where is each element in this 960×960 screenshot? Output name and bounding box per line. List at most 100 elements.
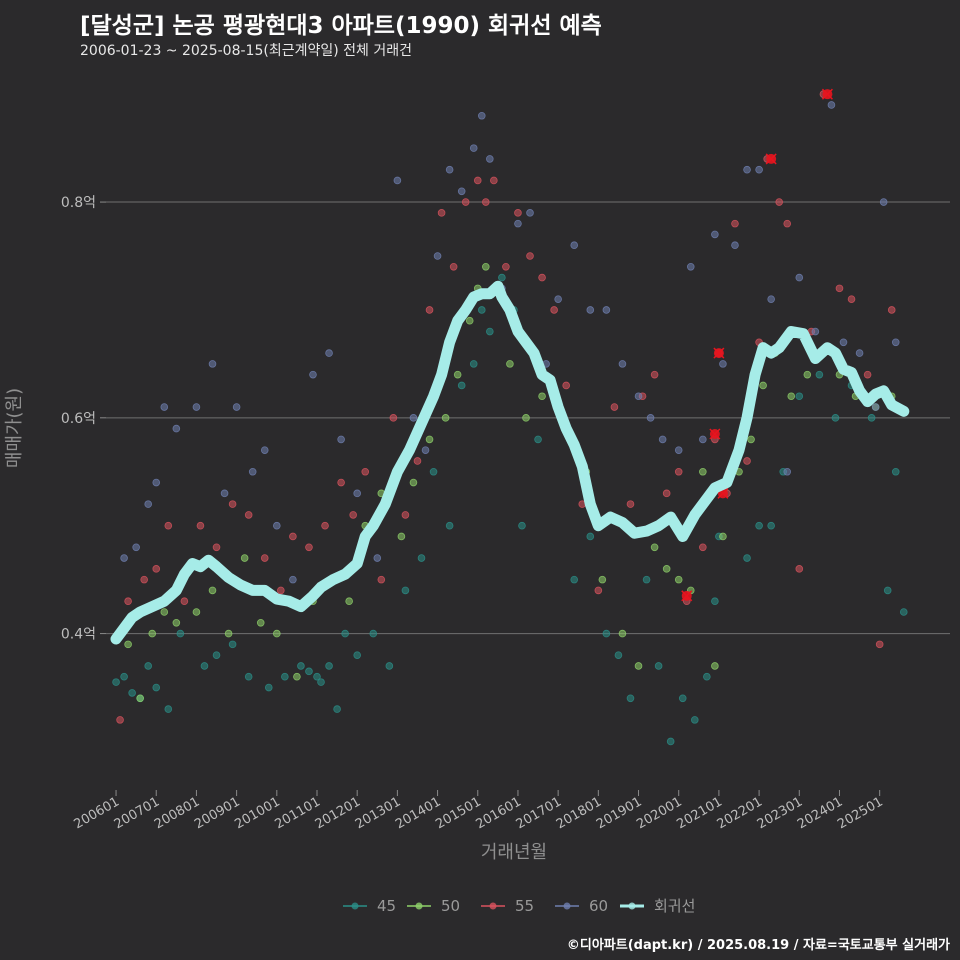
data-point-60 bbox=[172, 424, 181, 433]
data-point-60 bbox=[120, 554, 128, 562]
data-point-55 bbox=[538, 273, 546, 282]
highlight-cross-icon bbox=[765, 153, 777, 165]
x-tick-label: 201401 bbox=[393, 794, 443, 832]
data-point-45 bbox=[642, 575, 651, 584]
legend-item-45: 45 bbox=[343, 897, 396, 915]
data-point-45 bbox=[281, 672, 289, 681]
data-point-60 bbox=[711, 230, 719, 239]
data-point-60 bbox=[871, 403, 880, 411]
data-point-60 bbox=[132, 543, 140, 552]
data-point-60 bbox=[220, 489, 229, 498]
data-point-50 bbox=[522, 414, 530, 422]
data-point-50 bbox=[618, 629, 627, 638]
x-tick-label: 201201 bbox=[313, 794, 363, 832]
data-point-60 bbox=[433, 252, 442, 260]
data-point-60 bbox=[891, 338, 900, 347]
data-point-45 bbox=[305, 667, 313, 676]
data-point-55 bbox=[481, 198, 490, 206]
data-point-45 bbox=[477, 306, 486, 314]
data-point-60 bbox=[618, 360, 627, 368]
y-tick-label: 0.8억 bbox=[61, 195, 96, 211]
data-point-50 bbox=[538, 392, 546, 401]
data-point-45 bbox=[325, 662, 333, 670]
data-point-45 bbox=[445, 521, 454, 530]
data-point-55 bbox=[562, 381, 570, 390]
data-point-50 bbox=[719, 532, 727, 541]
data-point-60 bbox=[755, 165, 763, 174]
y-tick-label: 0.4억 bbox=[61, 627, 96, 643]
x-axis-title: 거래년월 bbox=[481, 842, 547, 863]
data-point-55 bbox=[337, 478, 345, 487]
data-point-60 bbox=[289, 575, 297, 584]
legend-swatch-dot bbox=[351, 902, 359, 910]
data-point-55 bbox=[502, 262, 510, 271]
data-point-50 bbox=[293, 672, 301, 681]
data-point-45 bbox=[429, 467, 438, 476]
data-point-50 bbox=[481, 262, 490, 271]
data-point-60 bbox=[232, 403, 241, 411]
data-point-50 bbox=[711, 662, 719, 670]
data-point-45 bbox=[341, 629, 349, 638]
data-point-60 bbox=[373, 554, 382, 562]
data-point-60 bbox=[421, 446, 430, 454]
data-point-55 bbox=[212, 543, 221, 552]
data-point-50 bbox=[699, 467, 707, 476]
data-point-45 bbox=[586, 532, 595, 541]
data-point-45 bbox=[767, 521, 775, 530]
data-point-45 bbox=[164, 705, 173, 713]
x-tick-label: 202201 bbox=[715, 794, 765, 832]
data-point-50 bbox=[124, 640, 132, 649]
highlight-cross-icon bbox=[821, 88, 833, 100]
scatter-points bbox=[112, 90, 908, 746]
data-point-55 bbox=[124, 597, 132, 606]
data-point-45 bbox=[128, 689, 136, 697]
data-point-50 bbox=[192, 608, 201, 616]
x-tick-label: 200801 bbox=[152, 794, 202, 832]
legend-label: 60 bbox=[589, 897, 608, 915]
data-point-50 bbox=[397, 532, 406, 541]
data-point-60 bbox=[486, 155, 494, 163]
data-point-55 bbox=[662, 489, 671, 498]
data-point-45 bbox=[417, 554, 426, 562]
data-point-45 bbox=[743, 554, 751, 562]
x-tick-label: 202401 bbox=[795, 794, 845, 832]
data-point-50 bbox=[759, 381, 767, 390]
x-tick-label: 201101 bbox=[273, 794, 323, 832]
data-point-55 bbox=[887, 306, 896, 314]
chart-title: [달성군] 논공 평광현대3 아파트(1990) 회귀선 예측 bbox=[80, 13, 602, 39]
data-point-45 bbox=[297, 662, 305, 670]
data-point-60 bbox=[248, 467, 257, 476]
data-point-60 bbox=[160, 403, 169, 411]
data-point-55 bbox=[116, 716, 124, 724]
legend-item-55: 55 bbox=[481, 897, 534, 915]
data-point-60 bbox=[273, 521, 281, 530]
data-point-60 bbox=[743, 165, 751, 174]
data-point-45 bbox=[176, 629, 185, 638]
data-point-45 bbox=[353, 651, 361, 659]
data-point-55 bbox=[699, 543, 707, 552]
data-point-55 bbox=[413, 457, 422, 465]
legend-swatch-dot bbox=[628, 902, 636, 910]
data-point-60 bbox=[260, 446, 269, 454]
data-point-50 bbox=[160, 608, 169, 616]
data-point-45 bbox=[401, 586, 410, 595]
data-point-50 bbox=[172, 618, 181, 627]
highlighted-points bbox=[681, 88, 833, 602]
x-tick-label: 202501 bbox=[835, 794, 885, 832]
data-point-55 bbox=[425, 306, 434, 314]
data-point-45 bbox=[678, 694, 687, 703]
x-tick-label: 200701 bbox=[112, 794, 162, 832]
x-tick-label: 201501 bbox=[433, 794, 483, 832]
data-point-45 bbox=[486, 327, 494, 336]
data-point-50 bbox=[224, 629, 233, 638]
data-point-45 bbox=[815, 370, 824, 379]
x-tick-label: 201601 bbox=[473, 794, 523, 832]
chart-subtitle: 2006-01-23 ~ 2025-08-15(최근계약일) 전체 거래건 bbox=[80, 43, 412, 59]
data-point-60 bbox=[337, 435, 345, 444]
data-point-50 bbox=[598, 575, 607, 584]
legend-item-50: 50 bbox=[407, 897, 460, 915]
data-point-55 bbox=[377, 575, 386, 584]
highlight-cross-icon bbox=[709, 428, 721, 440]
data-point-55 bbox=[490, 176, 498, 185]
data-point-55 bbox=[260, 554, 269, 562]
